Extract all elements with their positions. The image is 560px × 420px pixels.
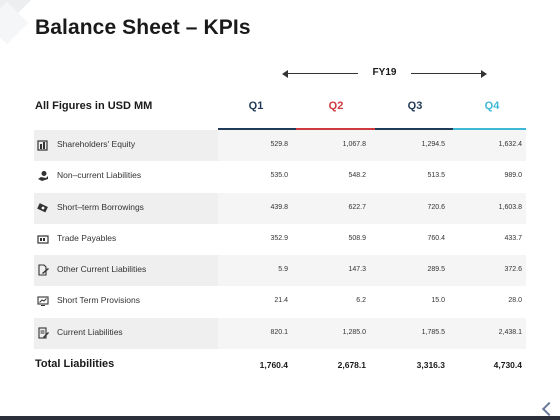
cell-q1: 21.4 (274, 297, 288, 305)
cell-q2: 622.7 (348, 203, 366, 211)
row-label: Current Liabilities (57, 326, 123, 337)
table-row: Short Term Provisions 21.4 6.2 15.0 28.0 (34, 286, 526, 317)
column-header-q1: Q1 (248, 100, 264, 112)
fiscal-year-label: FY19 (372, 67, 397, 78)
column-header-q2: Q2 (328, 100, 344, 112)
column-header-q3: Q3 (407, 100, 423, 112)
arrow-left-icon (282, 70, 288, 78)
equity-icon (37, 140, 48, 151)
page-title: Balance Sheet – KPIs (35, 16, 251, 39)
row-label: Other Current Liabilities (57, 264, 147, 275)
cell-q4: 989.0 (504, 172, 522, 180)
table-row: Other Current Liabilities 5.9 147.3 289.… (34, 255, 526, 287)
total-q4: 4,730.4 (493, 360, 522, 370)
row-label: Shareholders' Equity (57, 139, 136, 149)
cell-q2: 508.9 (348, 234, 366, 242)
arrow-right-icon (481, 70, 487, 78)
cell-q4: 1,632.4 (498, 141, 522, 148)
table-row: Shareholders' Equity 529.8 1,067.8 1,294… (34, 130, 526, 162)
corner-chevron-icon (541, 401, 557, 417)
row-label: Short–term Borrowings (57, 201, 144, 212)
column-underline-q1 (218, 128, 296, 130)
table-header-label: All Figures in USD MM (35, 100, 153, 112)
corner-decoration-inner (0, 1, 29, 45)
table-row: Non–current Liabilities 535.0 548.2 513.… (34, 161, 526, 192)
document-edit-icon (38, 264, 49, 276)
cell-q4: 2,438.1 (498, 328, 522, 336)
total-row-label: Total Liabilities (35, 358, 115, 370)
cell-q3: 15.0 (431, 297, 445, 305)
fy-line-right (411, 73, 483, 74)
bottom-bar (0, 416, 560, 420)
kpi-table-body: Shareholders' Equity 529.8 1,067.8 1,294… (34, 130, 526, 350)
cell-q1: 529.8 (270, 141, 288, 148)
cell-q2: 548.2 (348, 172, 366, 180)
money-stack-icon (37, 202, 48, 213)
document-pen-icon (38, 327, 49, 339)
column-underline-q4 (453, 128, 526, 130)
wallet-icon (37, 235, 49, 244)
row-label: Short Term Provisions (57, 295, 140, 306)
hand-coin-icon (38, 171, 48, 182)
cell-q3: 289.5 (427, 266, 445, 274)
table-row: Current Liabilities 820.1 1,285.0 1,785.… (34, 317, 526, 350)
cell-q1: 535.0 (270, 172, 288, 180)
row-label: Trade Payables (57, 232, 117, 243)
table-row: Short–term Borrowings 439.8 622.7 720.6 … (34, 192, 526, 224)
fiscal-year-header: FY19 (282, 66, 487, 82)
cell-q2: 147.3 (348, 266, 366, 274)
cell-q2: 6.2 (356, 297, 366, 305)
cell-q4: 433.7 (504, 234, 522, 242)
table-row: Trade Payables 352.9 508.9 760.4 433.7 (34, 224, 526, 255)
total-q1: 1,760.4 (259, 360, 288, 370)
column-underline-q2 (296, 128, 375, 130)
column-underline-q3 (375, 128, 453, 130)
cell-q3: 720.6 (427, 203, 445, 211)
cell-q4: 1,603.8 (498, 203, 522, 211)
column-header-q4: Q4 (484, 100, 500, 112)
monitor-chart-icon (37, 296, 49, 307)
cell-q2: 1,285.0 (342, 328, 366, 336)
total-q3: 3,316.3 (416, 360, 445, 370)
cell-q1: 352.9 (270, 234, 288, 242)
cell-q1: 820.1 (270, 328, 288, 336)
cell-q1: 439.8 (270, 203, 288, 211)
cell-q3: 760.4 (427, 234, 445, 242)
cell-q4: 372.6 (504, 266, 522, 274)
cell-q4: 28.0 (508, 297, 522, 305)
total-q2: 2,678.1 (337, 360, 366, 370)
cell-q1: 5.9 (278, 266, 288, 274)
cell-q3: 1,785.5 (421, 328, 445, 336)
row-label: Non–current Liabilities (57, 170, 142, 181)
cell-q3: 513.5 (427, 172, 445, 180)
cell-q3: 1,294.5 (421, 141, 445, 148)
cell-q2: 1,067.8 (342, 141, 366, 148)
fy-line-left (286, 73, 358, 74)
